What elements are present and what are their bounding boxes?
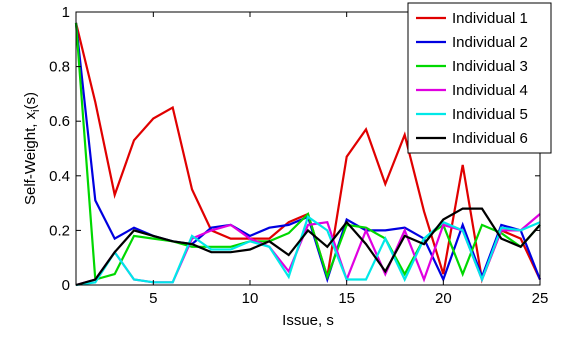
y-tick-label: 0 <box>62 277 70 294</box>
x-tick-label: 5 <box>149 290 157 307</box>
x-tick-label: 20 <box>435 290 452 307</box>
series-line-6 <box>75 207 541 287</box>
y-axis-title-main: Self-Weight, x <box>22 111 39 205</box>
legend-label-5: Individual 5 <box>452 106 528 123</box>
legend-box <box>407 2 552 154</box>
x-tick-label: 15 <box>338 290 355 307</box>
x-tick-label: 25 <box>532 290 549 307</box>
y-tick-label: 0.6 <box>49 113 70 130</box>
legend-label-3: Individual 3 <box>452 58 528 75</box>
legend-label-1: Individual 1 <box>452 10 528 27</box>
y-tick-label: 0.4 <box>49 168 70 185</box>
legend-label-4: Individual 4 <box>452 82 528 99</box>
y-tick-label: 1 <box>62 4 70 21</box>
series-line-3 <box>74 22 541 281</box>
y-axis-title-tail: (s) <box>22 92 39 110</box>
axes: 5 10 15 20 25 0 0.2 0.4 0.6 0.8 1 <box>49 4 548 307</box>
y-axis-title: Self-Weight, xi(s) <box>22 92 42 205</box>
legend-label-2: Individual 2 <box>452 34 528 51</box>
legend-label-6: Individual 6 <box>452 130 528 147</box>
x-axis-title: Issue, s <box>282 312 334 329</box>
x-tick-label: 10 <box>242 290 259 307</box>
y-tick-label: 0.2 <box>49 222 70 239</box>
y-tick-label: 0.8 <box>49 59 70 76</box>
y-axis-title-subscript: i <box>30 109 42 111</box>
legend: Individual 1 Individual 2 Individual 3 Indi… <box>407 2 552 154</box>
